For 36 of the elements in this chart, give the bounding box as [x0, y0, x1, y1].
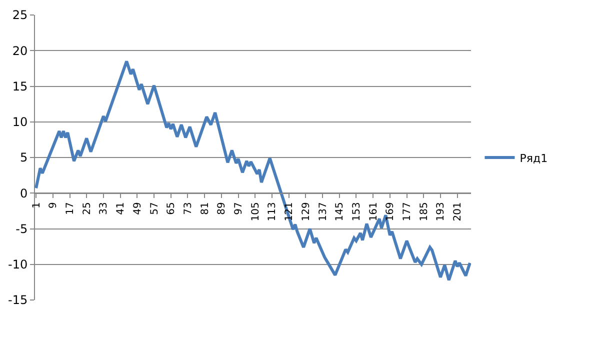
- x-tick-label: 81: [200, 202, 211, 215]
- x-tick-label: 177: [402, 202, 414, 222]
- x-tick-label: 57: [149, 202, 160, 215]
- y-tick-label: 25: [12, 8, 28, 22]
- x-tick-label: 17: [65, 202, 76, 215]
- x-tick-label: 129: [300, 202, 312, 222]
- x-tick-label: 193: [436, 202, 447, 222]
- x-tick-label: 1: [31, 202, 42, 208]
- x-tick-label: 105: [250, 202, 262, 222]
- x-tick-label: 145: [334, 202, 346, 222]
- x-tick-label: 113: [267, 202, 278, 222]
- y-tick-label: -15: [8, 293, 28, 308]
- y-tick-label: 20: [12, 44, 28, 58]
- x-tick-label: 33: [98, 202, 110, 215]
- legend-label: Ряд1: [520, 152, 548, 165]
- y-tick-label: -10: [8, 258, 28, 272]
- x-tick-label: 137: [318, 202, 329, 222]
- x-tick-label: 73: [182, 202, 194, 215]
- x-tick-label: 9: [48, 202, 60, 208]
- x-tick-label: 41: [116, 202, 127, 215]
- x-tick-label: 89: [216, 202, 228, 215]
- y-tick-label: 5: [20, 150, 28, 165]
- x-tick-label: 97: [234, 202, 245, 215]
- y-tick-label: 15: [12, 79, 28, 94]
- x-tick-label: 25: [82, 202, 93, 215]
- x-tick-label: 169: [385, 202, 396, 222]
- x-tick-label: 201: [452, 202, 464, 222]
- x-tick-label: 185: [418, 202, 430, 222]
- y-tick-label: -5: [16, 222, 28, 236]
- y-tick-label: 10: [12, 115, 28, 130]
- x-tick-label: 121: [284, 202, 296, 222]
- x-tick-label: 65: [166, 202, 178, 215]
- y-tick-label: 0: [20, 186, 28, 200]
- x-tick-label: 161: [368, 202, 380, 222]
- x-tick-label: 49: [132, 202, 144, 215]
- x-tick-label: 153: [351, 202, 362, 222]
